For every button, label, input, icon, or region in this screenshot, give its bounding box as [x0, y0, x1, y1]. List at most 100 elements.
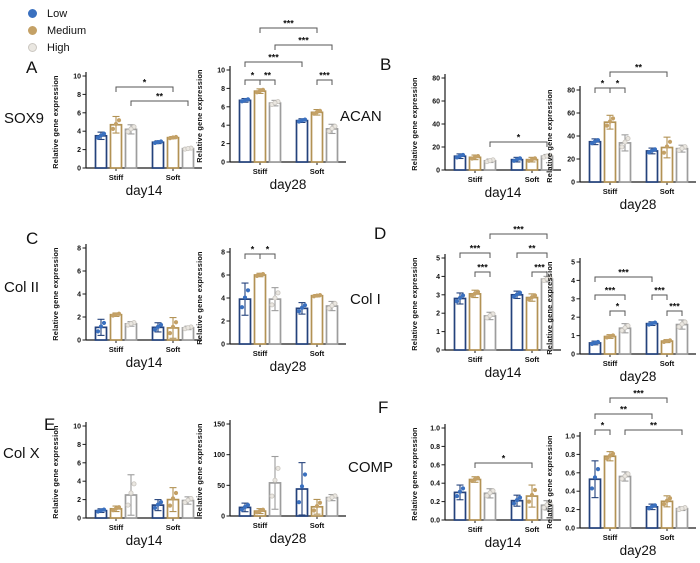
svg-text:0.8: 0.8: [565, 452, 575, 459]
svg-text:day14: day14: [126, 183, 163, 198]
legend-item-medium: Medium: [28, 22, 86, 39]
svg-text:day14: day14: [126, 533, 163, 548]
svg-text:0.0: 0.0: [430, 518, 440, 525]
chart-acan-day14: 0 20 40 60 80 Relative gene expression Stiff So…: [410, 74, 561, 200]
svg-text:Relative gene expression: Relative gene expression: [410, 257, 419, 351]
svg-text:*: *: [251, 71, 255, 81]
legend-label-high: High: [47, 41, 70, 54]
panel-letter-d: D: [374, 224, 387, 243]
svg-text:day28: day28: [620, 197, 657, 212]
svg-text:day28: day28: [270, 359, 307, 374]
svg-text:day28: day28: [620, 543, 657, 558]
svg-text:2: 2: [77, 315, 81, 322]
svg-text:Stiff: Stiff: [109, 345, 124, 354]
chart-comp-day28: 0.0 0.2 0.4 0.6 0.8 1.0 Relative gene expressi…: [545, 389, 696, 558]
gene-label-col2: Col II: [4, 279, 40, 296]
svg-text:day14: day14: [485, 185, 522, 200]
svg-text:3: 3: [571, 296, 575, 303]
svg-text:***: ***: [319, 71, 330, 81]
svg-text:0: 0: [77, 338, 81, 345]
svg-text:8: 8: [77, 92, 81, 99]
svg-text:0.2: 0.2: [565, 507, 575, 514]
svg-text:Relative gene expression: Relative gene expression: [545, 89, 554, 183]
svg-text:1: 1: [436, 329, 440, 336]
svg-text:***: ***: [669, 302, 680, 312]
svg-text:Relative gene expression: Relative gene expression: [51, 247, 60, 341]
svg-text:4: 4: [221, 123, 225, 130]
legend-dot-low-icon: [28, 9, 37, 18]
svg-text:day14: day14: [485, 365, 522, 380]
svg-text:**: **: [264, 71, 272, 81]
svg-text:80: 80: [567, 88, 575, 95]
svg-text:*: *: [616, 302, 620, 312]
svg-text:20: 20: [567, 157, 575, 164]
svg-text:40: 40: [567, 134, 575, 141]
chart-col2-day14: 0 2 4 6 8 Relative gene expression Stiff Softda…: [51, 244, 202, 370]
svg-text:8: 8: [221, 86, 225, 93]
svg-text:Stiff: Stiff: [253, 167, 268, 176]
svg-text:1: 1: [571, 333, 575, 340]
svg-text:Soft: Soft: [525, 175, 540, 184]
legend-dot-high-icon: [28, 43, 37, 52]
svg-text:***: ***: [534, 263, 545, 273]
svg-text:6: 6: [221, 273, 225, 280]
svg-text:Stiff: Stiff: [603, 187, 618, 196]
svg-text:0: 0: [221, 160, 225, 167]
gene-label-colx: Col X: [3, 445, 40, 462]
legend-item-low: Low: [28, 5, 86, 22]
svg-text:Soft: Soft: [660, 187, 675, 196]
legend: Low Medium High: [28, 5, 86, 56]
svg-text:Relative gene expression: Relative gene expression: [195, 251, 204, 345]
svg-text:***: ***: [268, 53, 279, 63]
chart-comp-day14: 0.0 0.2 0.4 0.6 0.8 1.0 Relative gene expressi…: [410, 424, 561, 550]
svg-text:10: 10: [73, 74, 81, 81]
legend-label-medium: Medium: [47, 24, 87, 37]
gene-label-comp: COMP: [348, 459, 393, 476]
svg-text:4: 4: [77, 292, 81, 299]
svg-text:Soft: Soft: [166, 345, 181, 354]
svg-text:Soft: Soft: [660, 359, 675, 368]
svg-text:2: 2: [571, 315, 575, 322]
svg-text:0: 0: [221, 514, 225, 521]
svg-text:4: 4: [436, 274, 440, 281]
svg-text:0.6: 0.6: [565, 470, 575, 477]
svg-text:2: 2: [221, 319, 225, 326]
svg-text:Relative gene expression: Relative gene expression: [51, 75, 60, 169]
svg-text:*: *: [616, 79, 620, 89]
svg-text:Stiff: Stiff: [603, 359, 618, 368]
svg-text:*: *: [517, 133, 521, 143]
svg-text:Relative gene expression: Relative gene expression: [545, 261, 554, 355]
svg-text:day28: day28: [270, 531, 307, 546]
svg-text:Stiff: Stiff: [468, 525, 483, 534]
svg-text:**: **: [620, 405, 628, 415]
svg-text:Soft: Soft: [310, 167, 325, 176]
svg-text:day14: day14: [485, 535, 522, 550]
svg-text:2: 2: [221, 141, 225, 148]
svg-text:4: 4: [571, 278, 575, 285]
svg-text:0.8: 0.8: [430, 444, 440, 451]
svg-text:5: 5: [436, 256, 440, 263]
svg-text:Soft: Soft: [525, 525, 540, 534]
chart-sox9-day14: 0 2 4 6 8 10 Relative gene expression Stiff Soft…: [51, 72, 202, 198]
svg-text:Relative gene expression: Relative gene expression: [410, 77, 419, 171]
svg-text:60: 60: [567, 111, 575, 118]
panel-letter-b: B: [380, 55, 392, 74]
svg-text:5: 5: [571, 260, 575, 267]
svg-text:Stiff: Stiff: [253, 349, 268, 358]
svg-text:Soft: Soft: [166, 173, 181, 182]
svg-text:40: 40: [432, 122, 440, 129]
svg-text:***: ***: [283, 19, 294, 29]
svg-text:6: 6: [77, 460, 81, 467]
gene-label-col1: Col I: [350, 291, 381, 308]
svg-text:20: 20: [432, 145, 440, 152]
svg-text:*: *: [601, 79, 605, 89]
svg-text:*: *: [143, 78, 147, 88]
svg-text:2: 2: [77, 147, 81, 154]
svg-text:Relative gene expression: Relative gene expression: [195, 423, 204, 517]
svg-text:6: 6: [77, 110, 81, 117]
svg-text:0: 0: [571, 352, 575, 359]
svg-text:8: 8: [77, 442, 81, 449]
svg-text:8: 8: [221, 250, 225, 257]
svg-text:*: *: [251, 245, 255, 255]
